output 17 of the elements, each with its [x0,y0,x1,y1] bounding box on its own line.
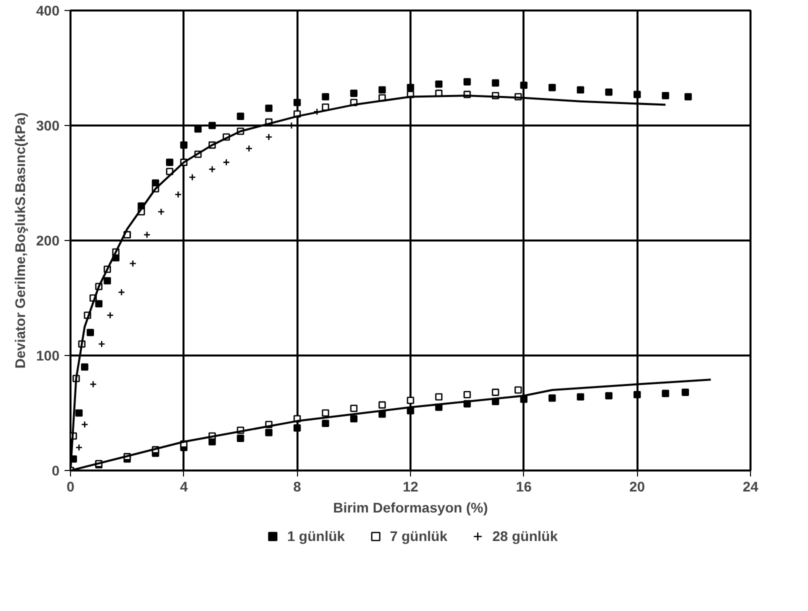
y-tick-label: 200 [36,232,60,248]
x-tick-label: 16 [516,478,532,494]
legend-label: 7 günlük [390,528,448,544]
legend-label: 1 günlük [287,528,345,544]
x-tick-label: 8 [293,478,302,494]
x-tick-label: 4 [180,478,188,494]
x-tick-label: 12 [402,478,418,494]
legend-label: 28 günlük [492,528,558,544]
x-axis-title: Birim Deformasyon (%) [333,500,488,516]
x-tick-label: 24 [742,478,758,494]
x-tick-label: 0 [66,478,75,494]
y-tick-label: 300 [36,118,60,134]
x-tick-label: 20 [629,478,646,494]
y-tick-label: 100 [36,348,60,364]
y-axis-title: Deviator Gerilme,BoşlukS.Basınc(kPa) [12,112,28,368]
y-tick-label: 400 [36,2,60,18]
y-tick-label: 0 [52,462,60,478]
